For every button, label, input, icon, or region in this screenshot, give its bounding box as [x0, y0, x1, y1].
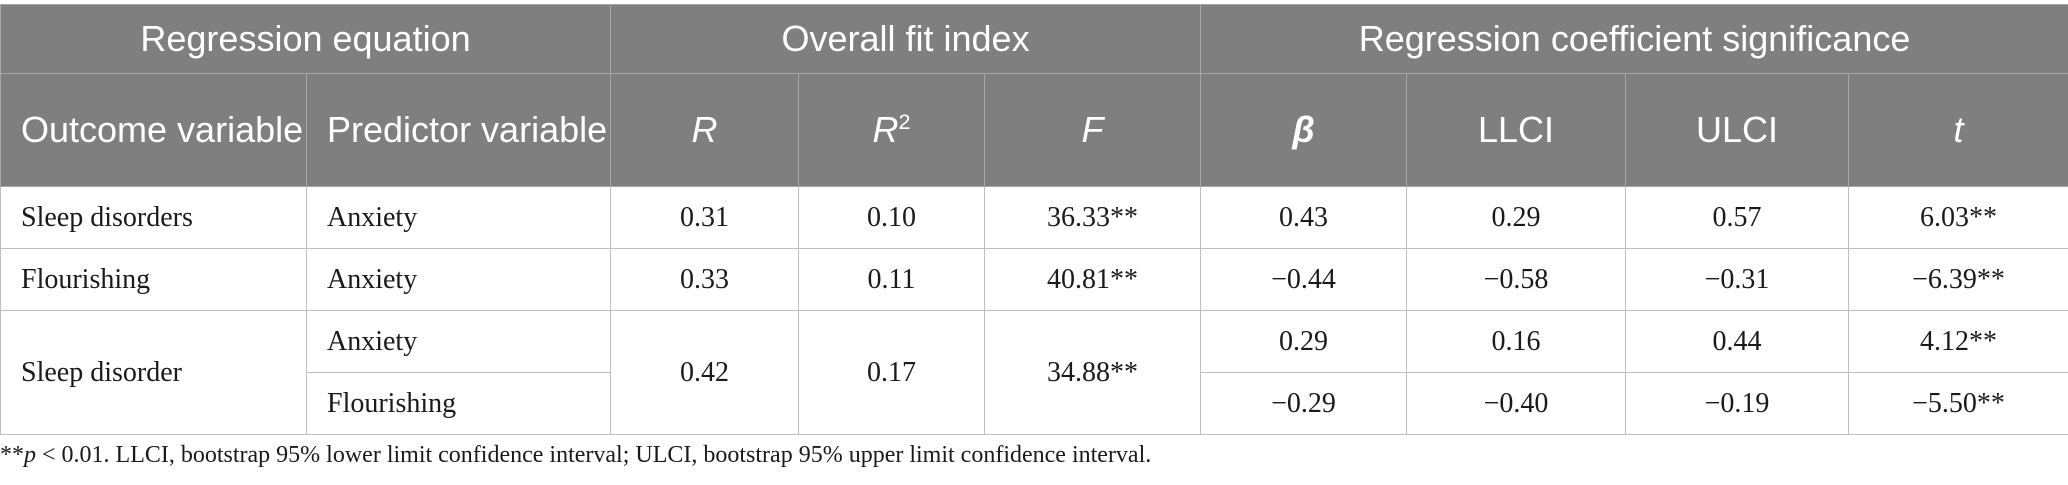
footnote-prefix: ** — [0, 442, 24, 468]
header-t: t — [1848, 73, 2068, 187]
header-f: F — [984, 73, 1202, 187]
cell-t: −6.39** — [1848, 248, 2068, 311]
cell-beta: 0.43 — [1200, 186, 1408, 249]
cell-outcome: Flourishing — [0, 248, 307, 311]
regression-table-container: Regression equation Overall fit index Re… — [0, 4, 2068, 435]
header-column-row: Outcome variable Predictor variable R R2… — [0, 73, 2068, 187]
cell-predictor: Anxiety — [305, 248, 612, 311]
cell-predictor: Anxiety — [305, 186, 612, 249]
header-regression-equation: Regression equation — [0, 4, 612, 74]
cell-t: −5.50** — [1848, 372, 2068, 435]
cell-f: 36.33** — [984, 186, 1202, 249]
header-r: R — [610, 73, 800, 187]
table-row: Sleep disorder Anxiety 0.42 0.17 34.88**… — [0, 310, 2068, 435]
header-predictor-variable: Predictor variable — [305, 73, 612, 187]
header-beta-label: β — [1292, 109, 1315, 150]
header-outcome-variable: Outcome variable — [0, 73, 307, 187]
table-footnote: **p < 0.01. LLCI, bootstrap 95% lower li… — [0, 442, 1151, 469]
cell-llci: −0.58 — [1406, 248, 1627, 311]
footnote-p-symbol: p — [24, 442, 36, 468]
cell-llci: 0.16 — [1406, 310, 1627, 373]
cell-ulci: −0.19 — [1625, 372, 1850, 435]
cell-t: 4.12** — [1848, 310, 2068, 373]
header-group-row: Regression equation Overall fit index Re… — [0, 4, 2068, 74]
header-overall-fit-index: Overall fit index — [610, 4, 1202, 74]
header-ulci: ULCI — [1625, 73, 1850, 187]
header-r2-superscript: 2 — [898, 109, 911, 134]
cell-f: 40.81** — [984, 248, 1202, 311]
table-row: Flourishing −0.29 −0.40 −0.19 −5.50** — [1, 372, 2068, 435]
cell-ulci: 0.57 — [1625, 186, 1850, 249]
header-r2-base: R — [872, 109, 899, 150]
table-row: Flourishing Anxiety 0.33 0.11 40.81** −0… — [0, 248, 2068, 311]
table-row: Sleep disorders Anxiety 0.31 0.10 36.33*… — [0, 186, 2068, 249]
cell-predictor: Anxiety — [305, 310, 612, 373]
cell-outcome: Sleep disorder — [0, 310, 307, 435]
cell-r: 0.33 — [610, 248, 800, 311]
cell-f: 34.88** — [984, 310, 1202, 435]
header-llci: LLCI — [1406, 73, 1627, 187]
cell-beta: −0.44 — [1200, 248, 1408, 311]
cell-beta: 0.29 — [1200, 310, 1408, 373]
cell-r2: 0.17 — [798, 310, 986, 435]
cell-r2: 0.10 — [798, 186, 986, 249]
header-r-squared: R2 — [798, 73, 986, 187]
cell-r2: 0.11 — [798, 248, 986, 311]
cell-llci: 0.29 — [1406, 186, 1627, 249]
cell-r: 0.42 — [610, 310, 800, 435]
regression-table: Regression equation Overall fit index Re… — [0, 4, 2068, 435]
cell-beta: −0.29 — [1200, 372, 1408, 435]
cell-t: 6.03** — [1848, 186, 2068, 249]
header-t-label: t — [1953, 109, 1964, 150]
footnote-text: < 0.01. LLCI, bootstrap 95% lower limit … — [36, 442, 1152, 468]
cell-llci: −0.40 — [1406, 372, 1627, 435]
cell-outcome: Sleep disorders — [0, 186, 307, 249]
table-header: Regression equation Overall fit index Re… — [0, 4, 2068, 187]
header-r-label: R — [691, 109, 718, 150]
header-beta: β — [1200, 73, 1408, 187]
cell-ulci: 0.44 — [1625, 310, 1850, 373]
table-body: Sleep disorders Anxiety 0.31 0.10 36.33*… — [0, 186, 2068, 435]
cell-ulci: −0.31 — [1625, 248, 1850, 311]
header-f-label: F — [1081, 109, 1104, 150]
cell-predictor: Flourishing — [305, 372, 612, 435]
cell-r: 0.31 — [610, 186, 800, 249]
header-coefficient-significance: Regression coefficient significance — [1200, 4, 2068, 74]
